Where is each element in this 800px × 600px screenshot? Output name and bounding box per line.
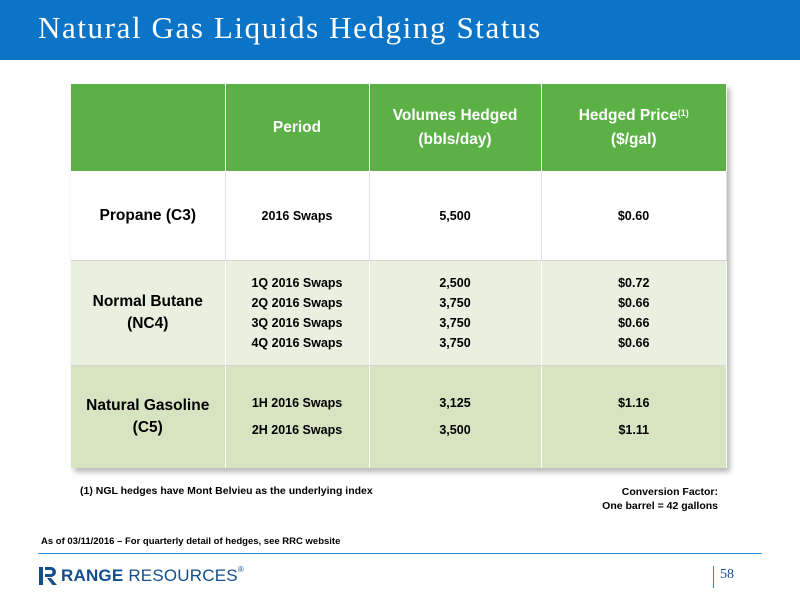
volume-value: 5,500 [439, 209, 471, 223]
period-cell: 2016 Swaps [225, 171, 370, 261]
page-number: 58 [720, 567, 734, 582]
logo-word-range: RANGE [61, 566, 124, 585]
volume-cell: 2,500 3,750 3,750 3,750 [369, 260, 542, 366]
footer-divider [38, 553, 762, 554]
header-volumes-line2: (bbls/day) [418, 130, 492, 148]
volume-value: 2,500 [439, 276, 471, 290]
header-price-line2: ($/gal) [610, 130, 657, 148]
hedging-table: Period Volumes Hedged (bbls/day) Hedged … [71, 84, 727, 468]
header-volumes: Volumes Hedged (bbls/day) [369, 84, 542, 172]
title-bar: Natural Gas Liquids Hedging Status [0, 0, 800, 60]
product-name: Natural Gasoline [86, 397, 210, 414]
logo-registered-mark: ® [237, 565, 244, 574]
header-product [71, 84, 226, 172]
price-cell: $0.72 $0.66 $0.66 $0.66 [541, 260, 726, 366]
conversion-factor-note: Conversion Factor: One barrel = 42 gallo… [602, 485, 718, 513]
conversion-factor-value: One barrel = 42 gallons [602, 500, 718, 512]
header-price: Hedged Price(1) ($/gal) [541, 84, 726, 172]
period-value: 1H 2016 Swaps [251, 396, 343, 410]
price-cell: $1.16 $1.11 [541, 365, 726, 468]
product-cell: Normal Butane (NC4) [71, 260, 226, 366]
period-cell: 1H 2016 Swaps 2H 2016 Swaps [225, 365, 370, 468]
price-value: $0.66 [618, 296, 650, 310]
header-period: Period [225, 84, 370, 172]
table-row-normal-butane: Normal Butane (NC4) 1Q 2016 Swaps 2Q 201… [71, 260, 726, 366]
product-name: Normal Butane [92, 293, 203, 310]
conversion-factor-label: Conversion Factor: [621, 486, 718, 498]
period-value: 2H 2016 Swaps [251, 423, 343, 437]
price-value: $0.66 [618, 316, 650, 330]
price-value: $0.72 [618, 276, 650, 290]
volume-cell: 5,500 [369, 171, 542, 261]
period-value: 2Q 2016 Swaps [251, 296, 343, 310]
product-name: Propane (C3) [99, 207, 196, 224]
as-of-note: As of 03/11/2016 – For quarterly detail … [41, 536, 341, 547]
price-value: $0.66 [618, 336, 650, 350]
table-header-row: Period Volumes Hedged (bbls/day) Hedged … [71, 84, 726, 172]
period-value: 3Q 2016 Swaps [251, 316, 343, 330]
product-cell: Propane (C3) [71, 171, 226, 261]
header-volumes-line1: Volumes Hedged [392, 106, 518, 124]
table-footnote: (1) NGL hedges have Mont Belvieu as the … [80, 485, 373, 497]
volume-value: 3,125 [439, 396, 471, 410]
logo-word-resources: RESOURCES [123, 566, 238, 585]
price-value: $0.60 [617, 209, 650, 223]
volume-cell: 3,125 3,500 [369, 365, 542, 468]
product-cell: Natural Gasoline (C5) [71, 365, 226, 468]
price-cell: $0.60 [541, 171, 727, 261]
volume-value: 3,750 [439, 316, 471, 330]
period-value: 4Q 2016 Swaps [251, 336, 343, 350]
period-cell: 1Q 2016 Swaps 2Q 2016 Swaps 3Q 2016 Swap… [225, 260, 370, 366]
page-number-divider [713, 566, 714, 588]
product-code: (NC4) [127, 315, 169, 332]
range-resources-logo: RANGE RESOURCES® [38, 565, 244, 586]
period-value: 1Q 2016 Swaps [251, 276, 343, 290]
volume-value: 3,500 [439, 423, 471, 437]
table-row-natural-gasoline: Natural Gasoline (C5) 1H 2016 Swaps 2H 2… [71, 365, 726, 468]
header-price-line1: Hedged Price [578, 106, 678, 124]
volume-value: 3,750 [439, 336, 471, 350]
price-value: $1.11 [618, 423, 650, 437]
range-resources-r-icon [39, 567, 57, 585]
volume-value: 3,750 [439, 296, 471, 310]
period-value: 2016 Swaps [261, 209, 333, 223]
slide-title: Natural Gas Liquids Hedging Status [38, 10, 542, 45]
header-price-footnote-mark: (1) [677, 107, 689, 118]
logo-wordmark: RANGE RESOURCES® [61, 565, 244, 586]
price-value: $1.16 [618, 396, 650, 410]
product-code: (C5) [132, 419, 163, 436]
table-row-propane: Propane (C3) 2016 Swaps 5,500 $0.60 [71, 171, 727, 261]
